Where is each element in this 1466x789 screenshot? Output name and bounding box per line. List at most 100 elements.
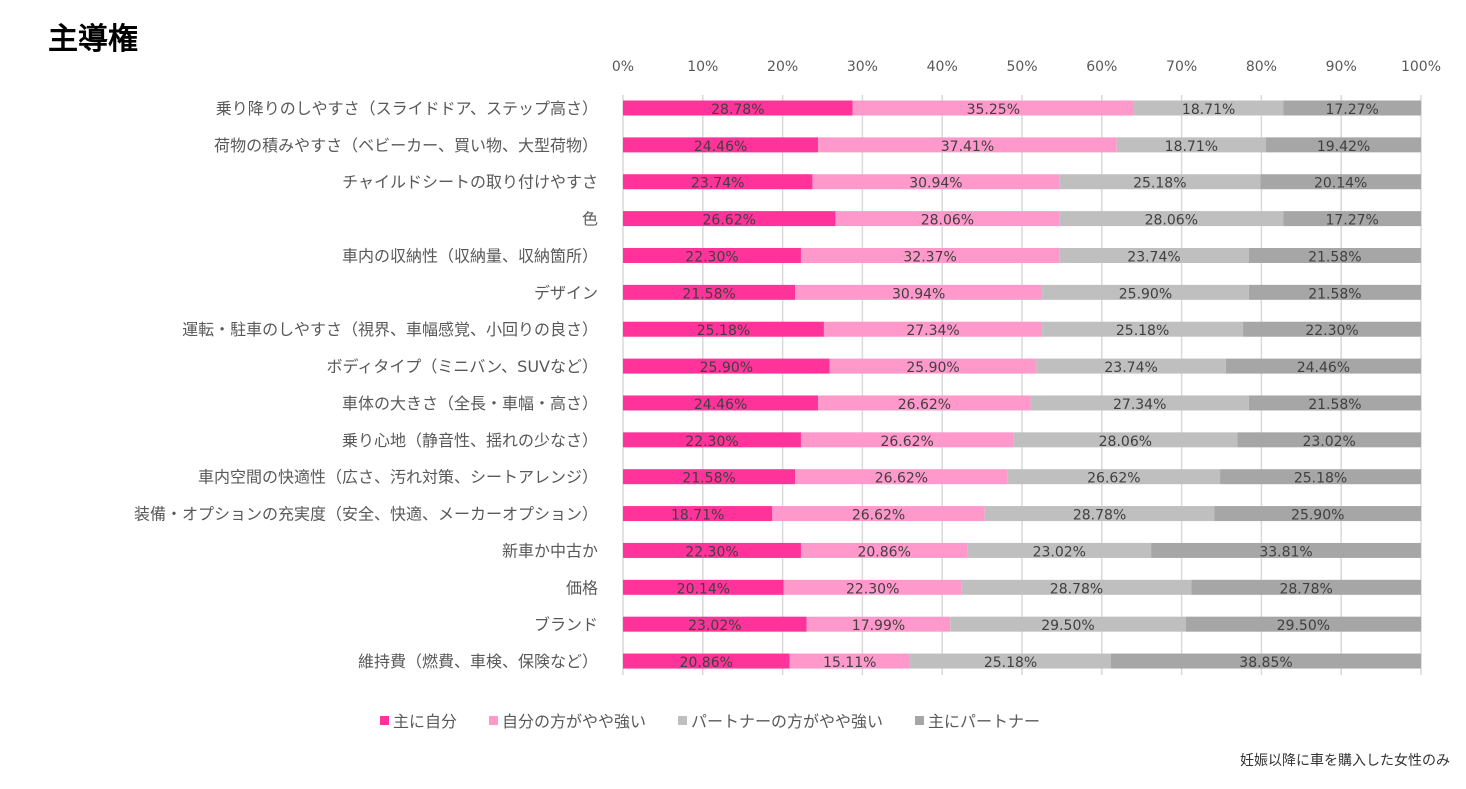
data-label: 28.78% <box>711 102 764 118</box>
data-label: 18.71% <box>1182 102 1235 118</box>
bar-segment <box>1260 174 1421 190</box>
bar-segment <box>1248 284 1421 300</box>
category-label: 装備・オプションの充実度（安全、快適、メーカーオプション） <box>134 505 598 524</box>
data-label: 22.30% <box>685 249 738 265</box>
bar-segment <box>623 137 819 153</box>
bar-segment <box>818 137 1117 153</box>
data-label: 27.34% <box>1113 397 1166 413</box>
category-label: ボディタイプ（ミニバン、SUVなど） <box>326 357 598 376</box>
bar-segment <box>623 174 813 190</box>
data-label: 26.62% <box>875 471 928 487</box>
x-tick-label: 30% <box>847 59 878 75</box>
data-label: 26.62% <box>703 213 756 229</box>
data-label: 28.78% <box>1050 581 1103 597</box>
bar-segment <box>967 542 1152 558</box>
category-label: 車内空間の快適性（広さ、汚れ対策、シートアレンジ） <box>198 468 598 487</box>
data-label: 37.41% <box>941 139 994 155</box>
bar-segment <box>1059 174 1261 190</box>
bar-segment <box>795 284 1043 300</box>
data-label: 23.74% <box>1127 249 1180 265</box>
data-label: 24.46% <box>694 397 747 413</box>
x-tick-label: 70% <box>1166 59 1197 75</box>
bar-segment <box>1185 616 1422 632</box>
bar-segment <box>623 247 801 263</box>
data-label: 25.90% <box>700 360 753 376</box>
data-label: 22.30% <box>846 581 899 597</box>
bar-segment <box>623 579 784 595</box>
bar-segment <box>1225 358 1421 374</box>
data-label: 38.85% <box>1239 655 1292 671</box>
bar-segment <box>783 579 962 595</box>
data-label: 26.62% <box>880 434 933 450</box>
category-label: 乗り心地（静音性、揺れの少なさ） <box>342 431 598 450</box>
category-label: ブランド <box>534 615 598 634</box>
data-label: 30.94% <box>909 176 962 192</box>
legend-item: 主に自分 <box>380 708 457 732</box>
bar-segment <box>829 358 1037 374</box>
data-label: 21.58% <box>682 471 735 487</box>
category-label: 維持費（燃費、車検、保険など） <box>358 652 598 671</box>
data-label: 18.71% <box>1165 139 1218 155</box>
category-label: チャイルドシートの取り付けやすさ <box>342 173 598 192</box>
data-label: 32.37% <box>903 249 956 265</box>
data-label: 25.18% <box>1116 323 1169 339</box>
bar-segment <box>623 358 830 374</box>
legend-item: 主にパートナー <box>915 708 1040 732</box>
data-label: 25.18% <box>1294 471 1347 487</box>
bar-segment <box>806 616 951 632</box>
category-label: 価格 <box>566 578 598 597</box>
bar-segment <box>623 284 796 300</box>
bar-segment <box>1283 100 1422 116</box>
legend: 主に自分 自分の方がやや強い パートナーの方がやや強い 主にパートナー <box>380 708 1040 732</box>
legend-swatch <box>678 715 688 725</box>
x-tick-label: 80% <box>1246 59 1277 75</box>
bar-segment <box>1248 395 1421 411</box>
bar-segment <box>623 100 853 116</box>
bar-segment <box>800 247 1060 263</box>
category-label: 新車か中古か <box>502 541 598 560</box>
bar-segment <box>1214 506 1422 522</box>
data-label: 20.86% <box>680 655 733 671</box>
bar-segment <box>1133 100 1284 116</box>
bar-segment <box>1237 432 1421 448</box>
bar-segment <box>1151 542 1421 558</box>
data-label: 28.78% <box>1279 581 1332 597</box>
bar-segment <box>835 211 1060 227</box>
bar-segment <box>1116 137 1267 153</box>
legend-item: 自分の方がやや強い <box>489 708 646 732</box>
data-label: 35.25% <box>967 102 1020 118</box>
category-label: 運転・駐車のしやすさ（視界、車幅感覚、小回りの良さ） <box>182 320 598 339</box>
bar-segment <box>984 506 1215 522</box>
category-label: 車内の収納性（収納量、収納箇所） <box>342 246 598 265</box>
data-label: 25.18% <box>697 323 750 339</box>
data-label: 21.58% <box>1308 286 1361 302</box>
data-label: 27.34% <box>906 323 959 339</box>
bar-segment <box>795 469 1008 485</box>
data-label: 25.18% <box>984 655 1037 671</box>
bar-segment <box>623 542 801 558</box>
bar-segment <box>950 616 1186 632</box>
data-label: 28.78% <box>1073 508 1126 524</box>
data-label: 22.30% <box>685 434 738 450</box>
category-label: 車体の大きさ（全長・車幅・高さ） <box>342 394 598 413</box>
data-label: 28.06% <box>1099 434 1152 450</box>
bar-segment <box>1013 432 1238 448</box>
data-label: 28.06% <box>1145 213 1198 229</box>
bar-segment <box>852 100 1134 116</box>
bar-segment <box>1110 653 1421 669</box>
category-label: 乗り降りのしやすさ（スライドドア、ステップ高さ） <box>216 99 598 118</box>
bar-segment <box>910 653 1111 669</box>
bar-segment <box>812 174 1060 190</box>
data-label: 24.46% <box>1297 360 1350 376</box>
data-label: 26.62% <box>852 508 905 524</box>
data-label: 23.74% <box>691 176 744 192</box>
bar-segment <box>623 321 824 337</box>
bar-segment <box>1266 137 1421 153</box>
data-label: 25.90% <box>906 360 959 376</box>
data-label: 22.30% <box>685 544 738 560</box>
data-label: 21.58% <box>1308 249 1361 265</box>
data-label: 25.90% <box>1291 508 1344 524</box>
data-label: 17.99% <box>852 618 905 634</box>
category-label: 色 <box>582 210 598 229</box>
